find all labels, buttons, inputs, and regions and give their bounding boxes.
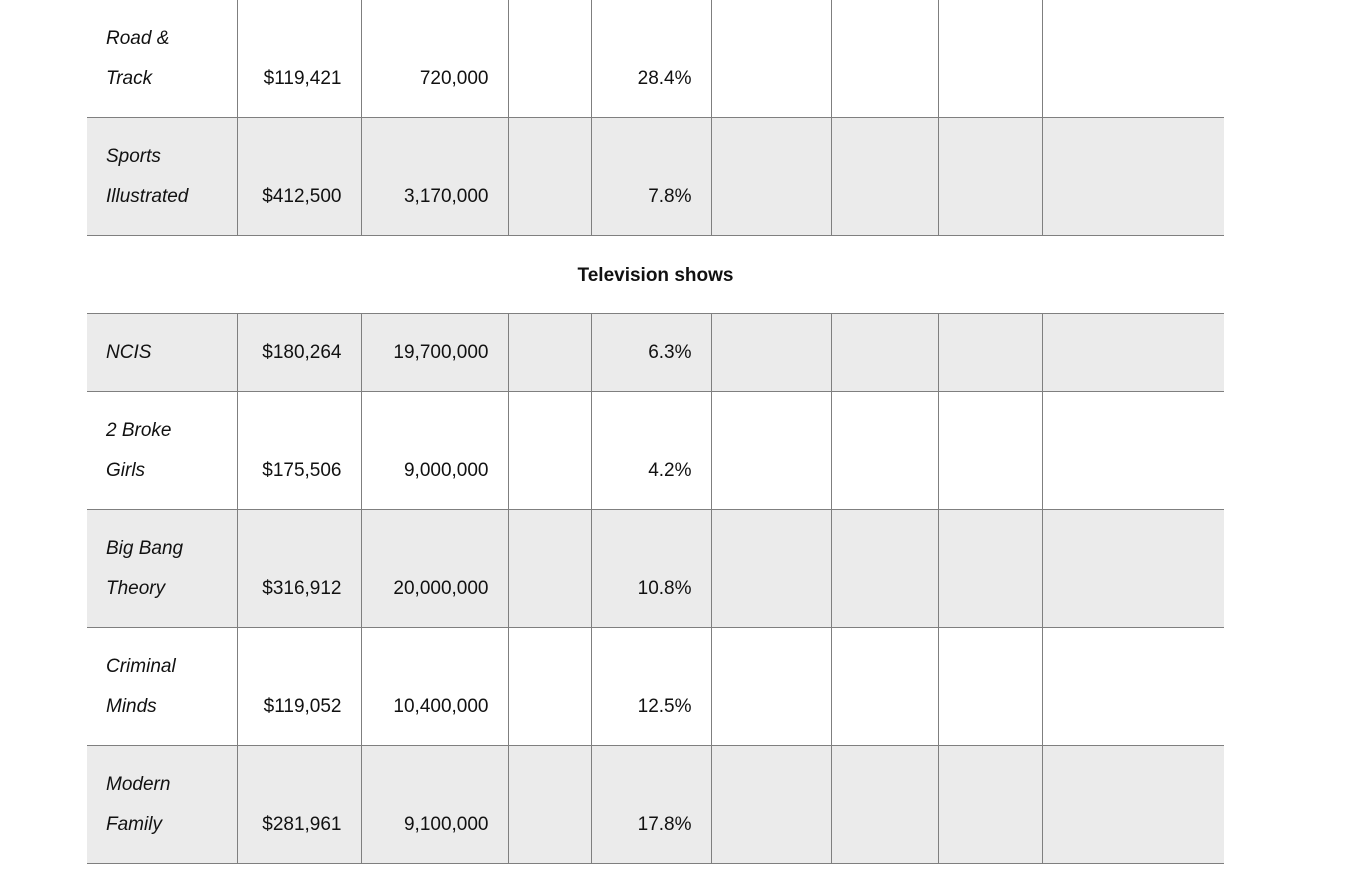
cell-name: Big Bang Theory — [87, 509, 237, 628]
cell-empty — [830, 509, 938, 628]
cell-cost: $412,500 — [236, 117, 361, 236]
data-table-container: Road & Track $119,421 720,000 28.4% Spor… — [87, 0, 1224, 864]
cell-empty — [937, 117, 1042, 236]
cell-empty — [507, 313, 591, 392]
cell-empty — [830, 0, 938, 118]
cell-empty — [1041, 509, 1224, 628]
cell-empty — [830, 627, 938, 746]
name-line-1: Criminal — [106, 656, 176, 677]
name-line-2: Minds — [106, 696, 157, 717]
cell-percent: 6.3% — [590, 313, 711, 392]
cell-empty — [710, 745, 831, 864]
name-line-2: Girls — [106, 460, 146, 481]
cell-name: NCIS — [87, 313, 237, 392]
section-title: Television shows — [87, 235, 1224, 314]
name-line-1: 2 Broke — [106, 420, 172, 441]
cell-empty — [507, 117, 591, 236]
cell-percent: 7.8% — [590, 117, 711, 236]
cell-cost: $119,421 — [236, 0, 361, 118]
cell-empty — [937, 509, 1042, 628]
cell-cost: $180,264 — [236, 313, 361, 392]
cell-empty — [1041, 313, 1224, 392]
name-line-2: Family — [106, 814, 162, 835]
cell-empty — [1041, 391, 1224, 510]
cell-name: 2 Broke Girls — [87, 391, 237, 510]
cell-empty — [830, 313, 938, 392]
cell-empty — [937, 745, 1042, 864]
table-row: 2 Broke Girls $175,506 9,000,000 4.2% — [87, 391, 1224, 510]
table-row: NCIS $180,264 19,700,000 6.3% — [87, 313, 1224, 392]
cell-audience: 20,000,000 — [360, 509, 508, 628]
cell-empty — [710, 627, 831, 746]
cell-audience: 3,170,000 — [360, 117, 508, 236]
table-row: Sports Illustrated $412,500 3,170,000 7.… — [87, 117, 1224, 236]
name-line-1: Sports — [106, 146, 161, 167]
cell-empty — [937, 313, 1042, 392]
table-row: Road & Track $119,421 720,000 28.4% — [87, 0, 1224, 118]
cell-empty — [830, 391, 938, 510]
name-line-1: NCIS — [106, 342, 152, 363]
table-row: Criminal Minds $119,052 10,400,000 12.5% — [87, 627, 1224, 746]
cell-empty — [507, 0, 591, 118]
cell-name: Sports Illustrated — [87, 117, 237, 236]
cell-empty — [1041, 745, 1224, 864]
cell-empty — [507, 745, 591, 864]
cell-cost: $316,912 — [236, 509, 361, 628]
cell-empty — [830, 117, 938, 236]
cell-name: Modern Family — [87, 745, 237, 864]
cell-audience: 19,700,000 — [360, 313, 508, 392]
data-table: Road & Track $119,421 720,000 28.4% Spor… — [87, 0, 1224, 864]
cell-percent: 17.8% — [590, 745, 711, 864]
cell-empty — [710, 313, 831, 392]
cell-empty — [1041, 117, 1224, 236]
name-line-2: Illustrated — [106, 186, 189, 207]
cell-name: Road & Track — [87, 0, 237, 118]
cell-empty — [937, 627, 1042, 746]
section-header-row: Television shows — [87, 235, 1224, 314]
name-line-1: Big Bang — [106, 538, 184, 559]
cell-audience: 9,000,000 — [360, 391, 508, 510]
cell-percent: 28.4% — [590, 0, 711, 118]
cell-cost: $175,506 — [236, 391, 361, 510]
cell-empty — [507, 509, 591, 628]
cell-name: Criminal Minds — [87, 627, 237, 746]
cell-percent: 12.5% — [590, 627, 711, 746]
cell-cost: $281,961 — [236, 745, 361, 864]
cell-empty — [710, 117, 831, 236]
cell-percent: 10.8% — [590, 509, 711, 628]
cell-audience: 720,000 — [360, 0, 508, 118]
cell-empty — [830, 745, 938, 864]
cell-cost: $119,052 — [236, 627, 361, 746]
cell-empty — [507, 391, 591, 510]
name-line-2: Track — [106, 68, 153, 89]
cell-empty — [937, 391, 1042, 510]
table-row: Big Bang Theory $316,912 20,000,000 10.8… — [87, 509, 1224, 628]
cell-percent: 4.2% — [590, 391, 711, 510]
table-row: Modern Family $281,961 9,100,000 17.8% — [87, 745, 1224, 864]
name-line-1: Road & — [106, 28, 170, 49]
cell-empty — [710, 509, 831, 628]
name-line-1: Modern — [106, 774, 171, 795]
cell-empty — [1041, 627, 1224, 746]
name-line-2: Theory — [106, 578, 166, 599]
cell-empty — [507, 627, 591, 746]
cell-empty — [710, 0, 831, 118]
cell-audience: 9,100,000 — [360, 745, 508, 864]
cell-empty — [710, 391, 831, 510]
cell-empty — [1041, 0, 1224, 118]
cell-audience: 10,400,000 — [360, 627, 508, 746]
cell-empty — [937, 0, 1042, 118]
